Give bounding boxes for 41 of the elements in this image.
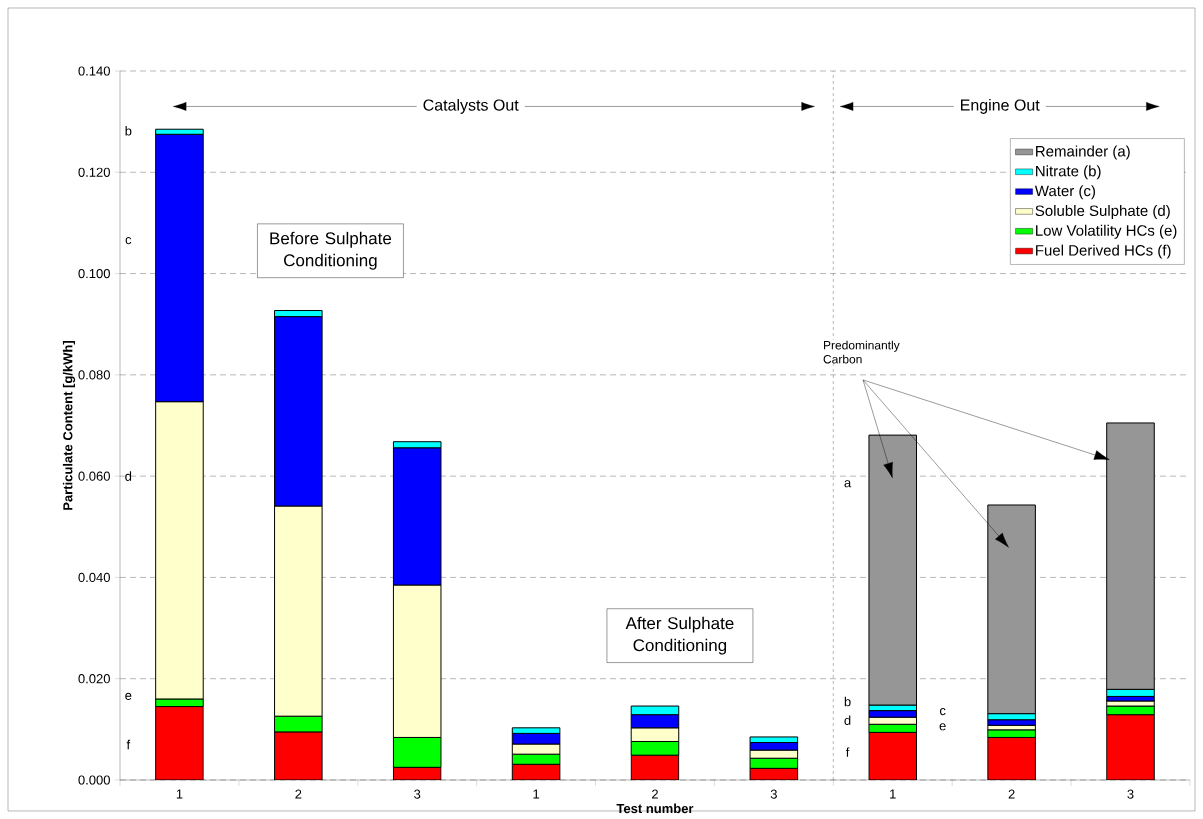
x-tick-label: 1 <box>890 789 896 799</box>
x-tick-label: 1 <box>533 789 540 799</box>
x-tick-label: 3 <box>770 789 777 799</box>
y-tick-label: 0.060 <box>78 471 110 481</box>
x-tick-label: 3 <box>414 789 421 799</box>
x-tick-label: 2 <box>1008 789 1015 799</box>
annotation: a <box>844 480 852 488</box>
x-tick-label: 2 <box>295 789 302 799</box>
annotation: e <box>125 692 132 700</box>
legend-label: Remainder (a) <box>1036 145 1130 160</box>
y-tick-label: 0.020 <box>78 674 110 684</box>
annotation: e <box>939 723 946 731</box>
annotation: Engine Out <box>961 98 1040 114</box>
annotation: d <box>844 715 851 725</box>
y-tick-label: 0.140 <box>78 66 110 76</box>
annotation: c <box>125 237 132 245</box>
annotation: b <box>844 696 851 707</box>
legend-label: Nitrate (b) <box>1036 165 1101 180</box>
legend-label: Soluble Sulphate (d) <box>1035 205 1170 219</box>
annotation: Before Sulphate Conditioning <box>270 231 392 270</box>
y-axis-title: Particulate Content [g/kWh] <box>62 340 76 510</box>
annotation: b <box>125 125 132 136</box>
annotation: f <box>845 747 850 757</box>
annotation: Predominantly Carbon <box>823 340 900 364</box>
x-tick-label: 1 <box>176 789 183 799</box>
legend-label: Water (c) <box>1034 185 1095 200</box>
x-tick-label: 3 <box>1127 789 1134 799</box>
y-tick-label: 0.000 <box>78 775 110 785</box>
annotation: f <box>126 739 131 750</box>
legend-label: Low Volatility HCs (e) <box>1036 224 1177 239</box>
x-axis-title: Test number <box>616 803 694 814</box>
legend-label: Fuel Derived HCs (f) <box>1036 244 1171 259</box>
annotation: d <box>125 471 132 481</box>
y-tick-label: 0.120 <box>78 167 110 177</box>
y-tick-label: 0.040 <box>78 572 110 583</box>
annotation: Catalysts Out <box>423 98 519 114</box>
y-tick-label: 0.100 <box>78 268 110 279</box>
x-tick-label: 2 <box>652 789 658 799</box>
annotation: After Sulphate Conditioning <box>625 616 734 655</box>
y-tick-label: 0.080 <box>78 370 110 380</box>
annotation: c <box>939 708 946 716</box>
